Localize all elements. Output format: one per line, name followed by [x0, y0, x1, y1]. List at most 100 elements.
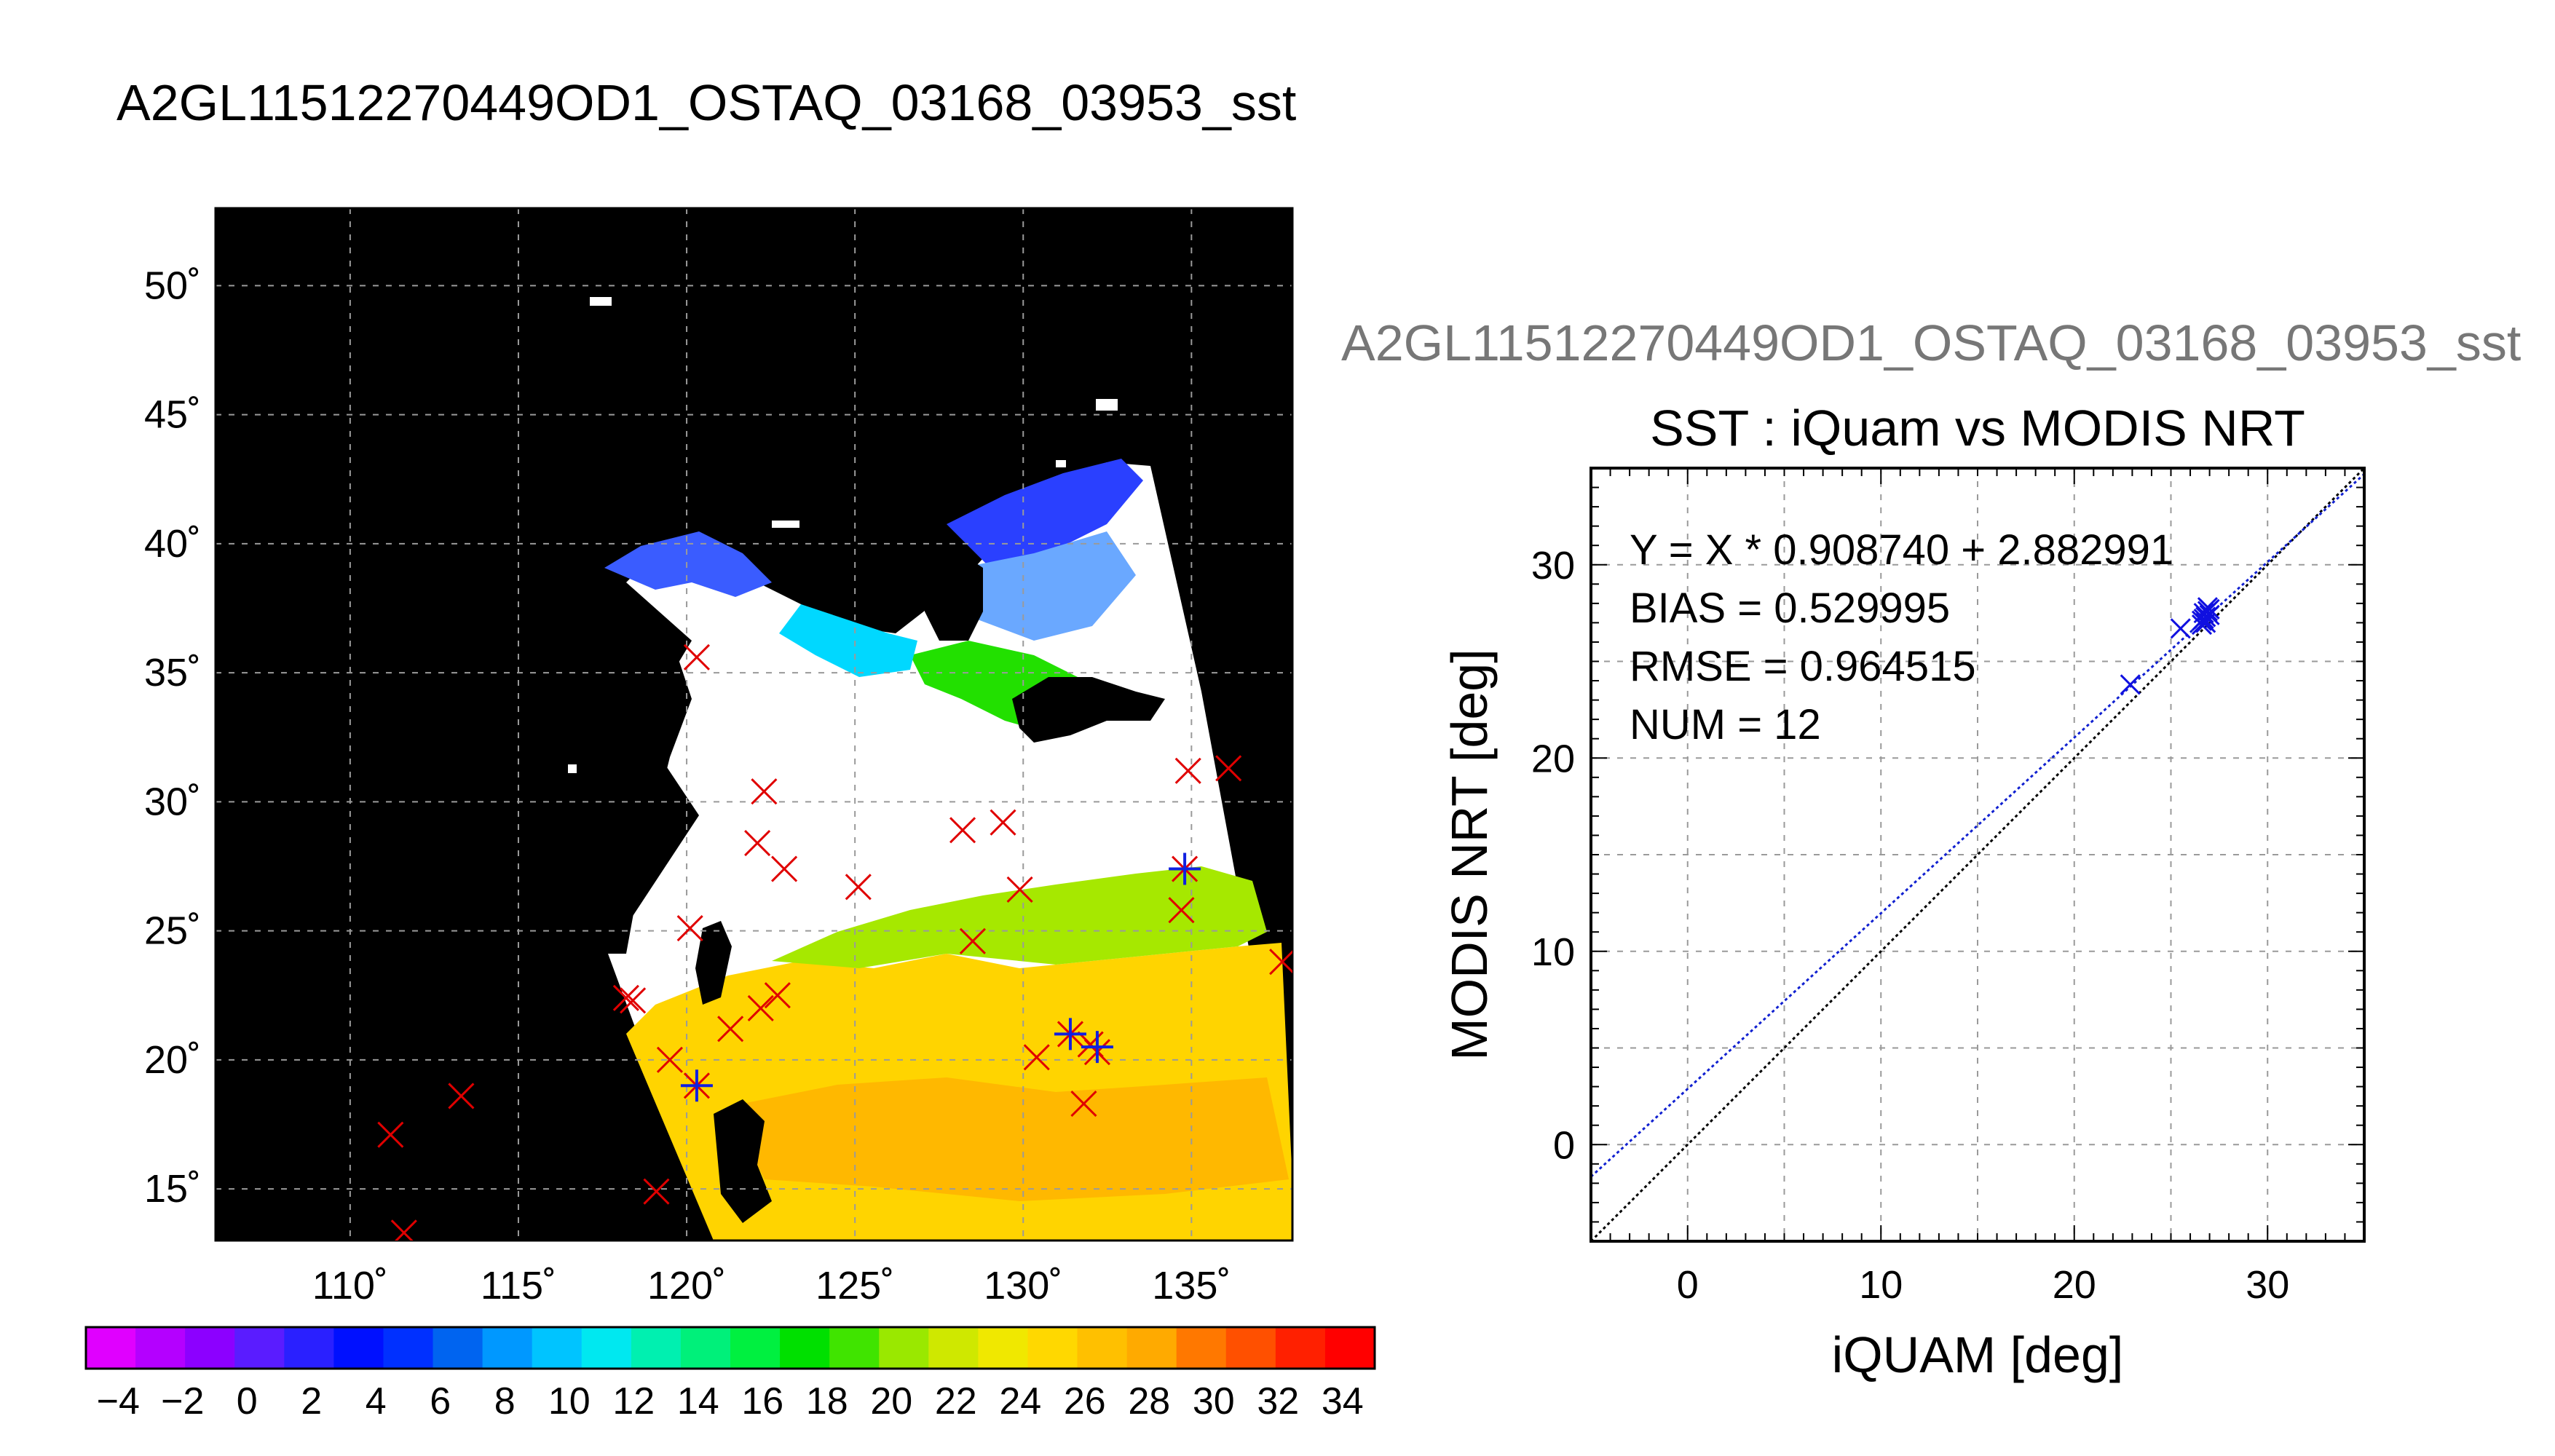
one-to-one-line — [1591, 468, 2364, 1241]
colorbar-cells — [86, 1327, 1375, 1369]
colorbar-cell — [185, 1327, 235, 1369]
buoy-marker-red — [1269, 949, 1292, 976]
colorbar-cell — [1176, 1327, 1227, 1369]
colorbar-label: −4 — [97, 1380, 140, 1423]
swath — [568, 297, 1292, 1241]
colorbar-label: 18 — [806, 1380, 848, 1423]
stats-line: Y = X * 0.908740 + 2.882991 — [1630, 526, 2173, 574]
colorbar-cell — [86, 1327, 136, 1369]
matchup-marker-blue — [1169, 852, 1201, 885]
colorbar-cell — [234, 1327, 285, 1369]
y-tick-label: 20 — [1531, 737, 1575, 780]
sst-map: 50˚ 45˚ 40˚ 35˚ 30˚ 25˚ 20˚ 15˚ 110˚ 115˚ 120˚ 125… — [144, 207, 1294, 1307]
colorbar-label: 4 — [366, 1380, 387, 1423]
buoy-marker-red — [377, 1121, 404, 1148]
cloud-fragment — [1056, 460, 1066, 467]
matchup-marker-blue — [680, 1069, 713, 1102]
buoy-marker-red — [959, 927, 986, 954]
colorbar-cell — [1027, 1327, 1078, 1369]
swath-green-band — [772, 866, 1267, 968]
colorbar-label: 26 — [1064, 1380, 1106, 1423]
buoy-marker-red — [845, 874, 872, 901]
x-axis-label: iQUAM [deg] — [1832, 1326, 2124, 1383]
colorbar-cell — [581, 1327, 632, 1369]
colorbar-cell — [433, 1327, 483, 1369]
land-taiwan — [695, 921, 732, 1005]
lon-tick-label: 120˚ — [647, 1264, 726, 1307]
colorbar-cell — [829, 1327, 880, 1369]
colorbar-label: 10 — [548, 1380, 591, 1423]
lat-tick-label: 45˚ — [144, 393, 201, 437]
buoy-marker-red — [448, 1083, 475, 1109]
colorbar-cell — [730, 1327, 781, 1369]
cloud-fragment — [590, 297, 612, 306]
colorbar-cell — [680, 1327, 731, 1369]
y-tick-label: 10 — [1531, 930, 1575, 974]
buoy-marker-red — [1168, 897, 1195, 924]
scatter-point — [2120, 674, 2141, 695]
y-tick-label: 30 — [1531, 544, 1575, 587]
colorbar-label: 22 — [935, 1380, 977, 1423]
lat-tick-label: 15˚ — [144, 1167, 201, 1211]
scatter-points — [2120, 597, 2220, 695]
colorbar-label: −2 — [161, 1380, 204, 1423]
colorbar-cell — [1324, 1327, 1375, 1369]
scatter-suptitle: A2GL11512270449OD1_OSTAQ_03168_03953_sst — [1341, 314, 2521, 371]
map-frame — [214, 207, 1294, 1242]
stats-line: BIAS = 0.529995 — [1630, 585, 1950, 632]
x-tick-label: 20 — [2053, 1263, 2096, 1307]
buoy-marker-red — [764, 982, 791, 1009]
scatter-point — [2191, 610, 2213, 631]
swath-blue-japan-sea — [947, 459, 1143, 568]
buoy-marker-red — [1070, 1091, 1097, 1117]
colorbar-cell — [532, 1327, 583, 1369]
colorbar-label: 0 — [237, 1380, 258, 1423]
colorbar-cell — [135, 1327, 186, 1369]
buoy-marker-red — [1174, 757, 1201, 784]
lat-tick-label: 40˚ — [144, 522, 201, 566]
lon-tick-label: 115˚ — [481, 1264, 556, 1307]
y-tick-labels: 0 10 20 30 — [1531, 544, 1575, 1168]
colorbar-label: 16 — [741, 1380, 783, 1423]
swath-blue-bohai — [604, 531, 772, 597]
lat-tick-label: 30˚ — [144, 780, 201, 823]
matchup-marker-blue — [1054, 1018, 1086, 1051]
buoy-marker-red — [747, 994, 774, 1022]
colorbar-cell — [1077, 1327, 1128, 1369]
colorbar-label: 20 — [870, 1380, 912, 1423]
colorbar-label: 8 — [494, 1380, 516, 1423]
colorbar-labels: −4 −2 0 2 4 6 8 10 12 14 16 18 20 22 24 26 28 30 32 34 — [97, 1380, 1364, 1423]
stats-line: RMSE = 0.964515 — [1630, 643, 1976, 690]
buoy-marker-red — [620, 987, 647, 1014]
x-tick-label: 30 — [2246, 1263, 2289, 1307]
swath-lightblue — [961, 531, 1136, 641]
colorbar-label: 12 — [612, 1380, 655, 1423]
colorbar-cell — [482, 1327, 533, 1369]
land-japan — [1012, 677, 1165, 743]
lat-tick-label: 25˚ — [144, 909, 201, 953]
stats-box: Y = X * 0.908740 + 2.882991 BIAS = 0.5299… — [1630, 526, 2173, 748]
lon-tick-label: 110˚ — [312, 1264, 388, 1307]
colorbar-label: 30 — [1193, 1380, 1235, 1423]
colorbar-label: 6 — [430, 1380, 451, 1423]
lon-tick-labels: 110˚ 115˚ 120˚ 125˚ 130˚ 135˚ — [312, 1264, 1231, 1307]
colorbar-cell — [1275, 1327, 1326, 1369]
lat-tick-label: 50˚ — [144, 264, 201, 307]
buoy-marker-red — [656, 1046, 684, 1073]
map-title: A2GL11512270449OD1_OSTAQ_03168_03953_sst — [117, 74, 1296, 131]
colorbar-label: 24 — [999, 1380, 1041, 1423]
colorbar-cell — [879, 1327, 929, 1369]
colorbar-cell — [978, 1327, 1028, 1369]
x-tick-labels: 0 10 20 30 — [1677, 1263, 2290, 1307]
colorbar-label: 2 — [301, 1380, 322, 1423]
colorbar-label: 34 — [1322, 1380, 1364, 1423]
x-tick-label: 0 — [1677, 1263, 1699, 1307]
buoy-marker-red — [1006, 876, 1033, 903]
buoy-marker-red — [717, 1016, 744, 1042]
lon-tick-label: 125˚ — [816, 1264, 894, 1307]
cloud-fragment — [772, 521, 799, 528]
colorbar-cell — [383, 1327, 434, 1369]
colorbar-label: 32 — [1257, 1380, 1299, 1423]
buoy-marker-red — [771, 855, 798, 882]
